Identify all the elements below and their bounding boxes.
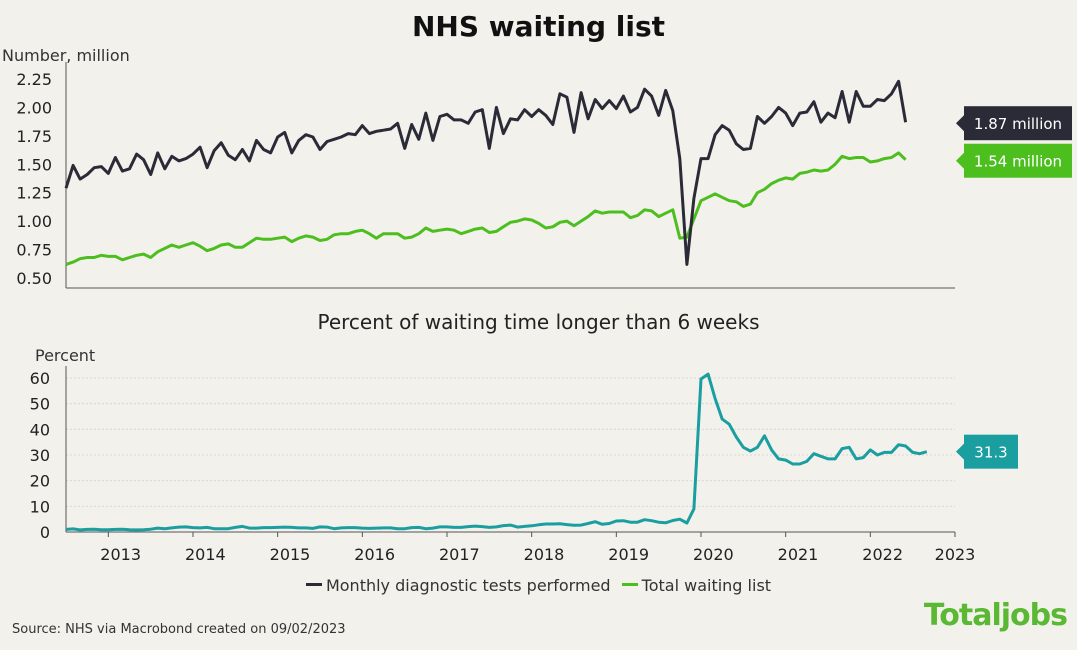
top-y-tick-label: 2.00 xyxy=(16,98,52,117)
end-label-waiting-box xyxy=(964,143,1072,178)
source-note: Source: NHS via Macrobond created on 09/… xyxy=(12,622,346,637)
x-tick-label: 2014 xyxy=(185,545,226,564)
x-tick-label: 2020 xyxy=(693,545,734,564)
end-label-tests-pointer xyxy=(956,115,964,132)
bottom-y-tick-label: 60 xyxy=(30,369,50,388)
end-label-percent: 31.3 xyxy=(956,434,1018,469)
series-line-total-waiting-list xyxy=(65,151,907,266)
series-line-monthly-diagnostic-tests xyxy=(64,79,908,266)
series-line-percent-over-6-weeks xyxy=(65,372,928,532)
end-label-percent-box xyxy=(964,434,1018,469)
top-y-tick-label: 2.25 xyxy=(16,70,52,89)
bottom-y-tick-label: 20 xyxy=(30,472,50,491)
bottom-y-axis-label: Percent xyxy=(35,346,96,365)
top-y-tick-label: 1.75 xyxy=(16,127,52,146)
totaljobs-logo: Totaljobs xyxy=(923,598,1068,633)
x-tick-label: 2017 xyxy=(439,545,480,564)
end-label-tests-box xyxy=(964,106,1072,141)
end-label-waiting: 1.54 million xyxy=(956,143,1072,178)
bottom-y-tick-label: 0 xyxy=(40,523,50,542)
legend-item-waiting: Total waiting list xyxy=(621,576,772,595)
legend-item-tests: Monthly diagnostic tests performed xyxy=(305,576,611,595)
end-label-waiting-text: 1.54 million xyxy=(974,153,1062,171)
bottom-y-tick-label: 50 xyxy=(30,395,50,414)
bottom-y-tick-label: 40 xyxy=(30,420,50,439)
end-label-tests: 1.87 million xyxy=(956,106,1072,141)
x-tick-label: 2019 xyxy=(608,545,649,564)
bottom-chart-title: Percent of waiting time longer than 6 we… xyxy=(317,310,760,334)
legend-label-waiting: Total waiting list xyxy=(641,576,772,595)
x-tick-label: 2013 xyxy=(100,545,141,564)
chart-title: NHS waiting list xyxy=(411,10,666,43)
legend-swatch-tests xyxy=(305,583,322,586)
x-tick-label: 2015 xyxy=(270,545,311,564)
legend-label-tests: Monthly diagnostic tests performed xyxy=(325,576,611,595)
top-y-axis-label: Number, million xyxy=(2,46,130,65)
x-tick-label: 2021 xyxy=(778,545,819,564)
end-label-tests-text: 1.87 million xyxy=(974,115,1062,133)
top-y-tick-label: 1.00 xyxy=(16,212,52,231)
end-label-percent-text: 31.3 xyxy=(974,444,1007,462)
end-label-waiting-pointer xyxy=(956,152,964,169)
top-y-tick-label: 0.50 xyxy=(16,269,52,288)
bottom-y-tick-label: 30 xyxy=(30,446,50,465)
x-tick-label: 2016 xyxy=(354,545,395,564)
top-y-tick-label: 1.25 xyxy=(16,184,52,203)
end-label-percent-pointer xyxy=(956,443,964,460)
bottom-y-tick-label: 10 xyxy=(30,497,50,516)
legend: Monthly diagnostic tests performed Total… xyxy=(0,576,1077,595)
x-tick-label: 2018 xyxy=(524,545,565,564)
top-y-tick-label: 0.75 xyxy=(16,241,52,260)
x-tick-label: 2022 xyxy=(862,545,903,564)
legend-swatch-waiting xyxy=(621,583,638,586)
top-y-tick-label: 1.50 xyxy=(16,155,52,174)
x-tick-label: 2023 xyxy=(935,545,976,564)
